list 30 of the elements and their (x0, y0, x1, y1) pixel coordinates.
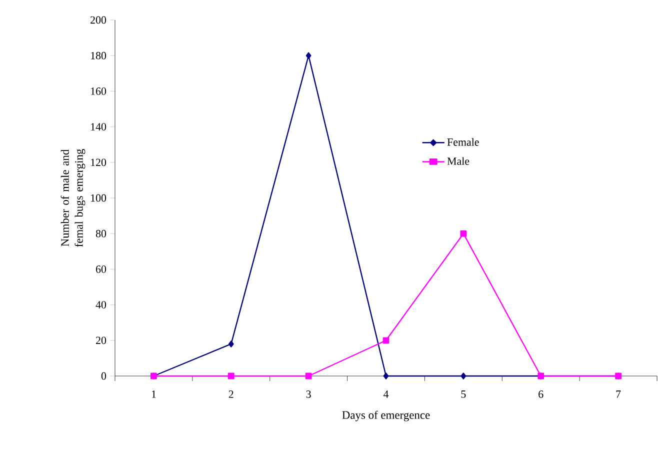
y-tick-label: 120 (91, 158, 106, 166)
point (228, 372, 234, 380)
x-tick-label: 4 (383, 390, 389, 398)
y-tick-label: 140 (91, 123, 106, 130)
y-tick-label: 60 (96, 266, 106, 273)
y-tick-label: 40 (96, 301, 106, 308)
y-tick-label: 180 (91, 52, 106, 60)
x-axis-title: Days of emergence (342, 410, 430, 422)
y-tick-label: 100 (91, 194, 106, 202)
x-tick-label: 2 (228, 390, 234, 398)
point (460, 230, 467, 237)
point (305, 372, 312, 380)
y-tick-label: 160 (91, 88, 106, 95)
y-axis-title: Number of male and femal bugs emerging (60, 148, 86, 247)
legend-label: Female (447, 138, 479, 146)
y-tick-label: 200 (90, 16, 106, 24)
x-tick-label: 1 (152, 390, 156, 398)
point (306, 52, 312, 59)
y-tick-label: 20 (96, 336, 106, 344)
point (228, 340, 234, 348)
x-tick-label: 6 (538, 390, 544, 398)
point (383, 372, 389, 380)
x-tick-label: 3 (306, 390, 311, 398)
y-tick-label: 80 (96, 230, 106, 238)
legend-label: Male (447, 157, 470, 165)
y-tick-label: 0 (101, 372, 106, 380)
x-tick-label: 5 (461, 390, 466, 398)
point (382, 337, 390, 344)
point (460, 372, 466, 380)
x-tick-label: 7 (616, 390, 621, 398)
